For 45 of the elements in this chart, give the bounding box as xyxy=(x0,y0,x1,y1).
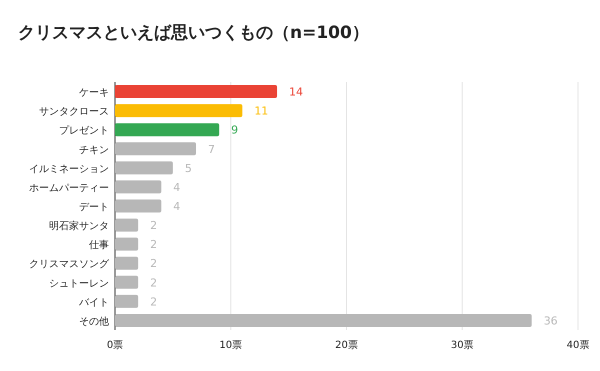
y-tick-label: バイト xyxy=(78,297,109,308)
bar xyxy=(115,104,242,118)
data-label: 2 xyxy=(150,276,158,290)
y-tick-label: ケーキ xyxy=(79,88,109,99)
chart-title: クリスマスといえば思いつくもの（n=100） xyxy=(18,23,369,43)
data-label: 2 xyxy=(150,238,158,252)
y-tick-label: チキン xyxy=(79,144,109,156)
bar xyxy=(115,276,138,289)
data-label: 5 xyxy=(184,162,192,175)
data-label: 4 xyxy=(173,200,180,213)
x-tick-label: 20票 xyxy=(335,340,358,351)
bar xyxy=(115,200,162,212)
data-label: 11 xyxy=(254,104,268,118)
y-tick-label: シュトーレン xyxy=(49,278,109,290)
y-tick-label: デート xyxy=(79,202,109,213)
x-tick-label: 40票 xyxy=(566,340,590,351)
data-label: 2 xyxy=(150,295,158,308)
y-tick-label: クリスマスソング xyxy=(29,259,110,270)
bar xyxy=(115,161,173,174)
data-label: 7 xyxy=(208,142,216,156)
y-tick-label: その他 xyxy=(79,315,109,328)
data-label: 9 xyxy=(231,124,238,137)
y-tick-label: 仕事 xyxy=(89,239,109,252)
bar xyxy=(115,256,138,270)
y-tick-label: プレゼント xyxy=(59,124,109,137)
bar xyxy=(115,180,162,194)
bar xyxy=(115,294,138,308)
data-label: 14 xyxy=(289,86,304,99)
y-tick-label: 明石家サンタ xyxy=(49,220,109,232)
data-label: 2 xyxy=(150,257,158,270)
x-tick-label: 30票 xyxy=(450,340,474,351)
x-tick-label: 0票 xyxy=(106,340,124,351)
y-tick-label: サンタクロース xyxy=(39,106,109,118)
bar xyxy=(115,123,220,136)
data-label: 2 xyxy=(150,219,158,232)
bar xyxy=(115,218,138,232)
data-label: 36 xyxy=(544,314,558,328)
bar xyxy=(115,238,138,251)
bar xyxy=(115,142,196,156)
y-tick-label: ホームパーティー xyxy=(29,182,109,194)
bar xyxy=(115,85,278,98)
x-tick-label: 10票 xyxy=(219,340,242,351)
y-tick-label: イルミネーション xyxy=(29,164,109,175)
data-label: 4 xyxy=(173,180,180,194)
bar xyxy=(115,314,532,327)
